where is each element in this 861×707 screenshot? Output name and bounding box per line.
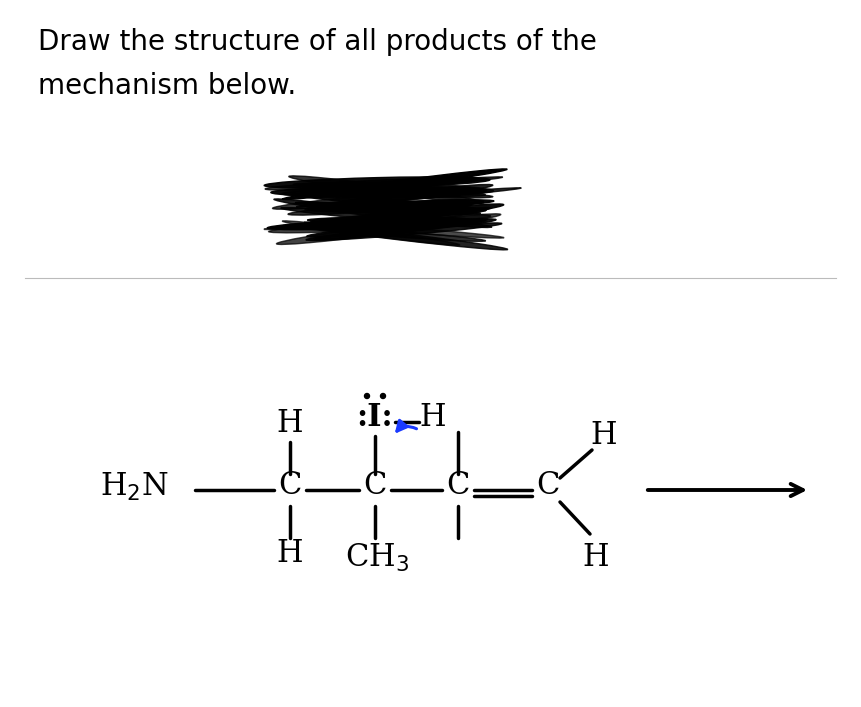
Ellipse shape [273, 189, 476, 209]
Circle shape [364, 394, 369, 399]
Ellipse shape [306, 223, 502, 240]
Ellipse shape [308, 200, 494, 211]
Ellipse shape [307, 219, 496, 237]
Ellipse shape [311, 214, 491, 223]
Ellipse shape [265, 178, 481, 190]
Ellipse shape [305, 201, 471, 212]
Ellipse shape [304, 187, 468, 197]
Text: H: H [276, 409, 303, 440]
Ellipse shape [332, 185, 492, 205]
Ellipse shape [304, 222, 504, 238]
Ellipse shape [314, 219, 487, 240]
Ellipse shape [269, 219, 486, 233]
Text: :I:: :I: [356, 402, 393, 433]
Text: H: H [276, 539, 303, 570]
Ellipse shape [313, 204, 504, 228]
Text: C: C [446, 470, 470, 501]
Ellipse shape [292, 194, 486, 211]
Text: H: H [420, 402, 446, 433]
Ellipse shape [288, 176, 484, 203]
Ellipse shape [264, 209, 489, 230]
Ellipse shape [282, 221, 460, 245]
Ellipse shape [282, 189, 464, 197]
Ellipse shape [302, 178, 464, 193]
Ellipse shape [271, 187, 486, 197]
Ellipse shape [281, 208, 492, 228]
Ellipse shape [294, 223, 508, 250]
Ellipse shape [264, 177, 490, 188]
FancyArrowPatch shape [397, 420, 417, 431]
Ellipse shape [276, 214, 501, 245]
Ellipse shape [288, 199, 469, 215]
Ellipse shape [295, 202, 476, 212]
Text: H: H [583, 542, 610, 573]
Ellipse shape [294, 177, 503, 195]
Ellipse shape [294, 226, 486, 241]
Ellipse shape [277, 201, 484, 228]
Text: CH$_3$: CH$_3$ [345, 542, 409, 574]
Circle shape [381, 394, 386, 399]
Ellipse shape [328, 190, 492, 198]
Text: H: H [591, 421, 617, 452]
Ellipse shape [282, 169, 507, 199]
Text: C: C [278, 470, 301, 501]
Text: C: C [536, 470, 560, 501]
Ellipse shape [296, 188, 521, 207]
Text: C: C [363, 470, 387, 501]
Ellipse shape [307, 217, 473, 223]
Ellipse shape [294, 183, 486, 197]
Ellipse shape [319, 182, 493, 194]
Ellipse shape [319, 209, 486, 230]
Text: mechanism below.: mechanism below. [38, 72, 296, 100]
Text: H$_2$N: H$_2$N [100, 471, 169, 503]
Ellipse shape [274, 199, 461, 226]
Ellipse shape [291, 208, 491, 227]
Ellipse shape [320, 209, 480, 214]
Text: Draw the structure of all products of the: Draw the structure of all products of th… [38, 28, 597, 56]
Ellipse shape [267, 218, 469, 230]
